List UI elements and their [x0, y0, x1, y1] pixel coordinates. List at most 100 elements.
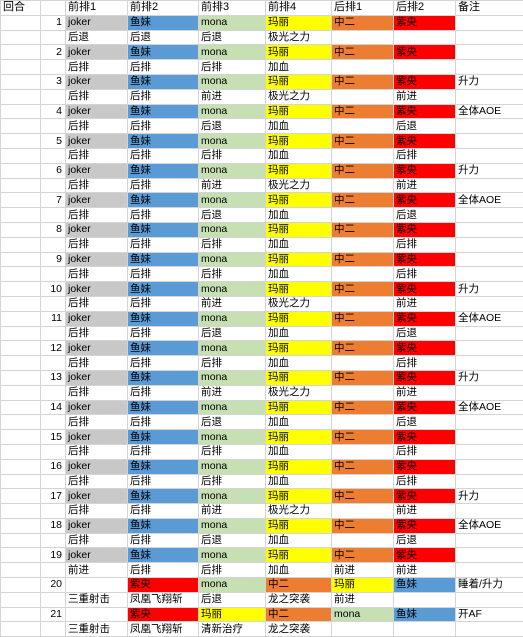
- slot-cell[interactable]: 后排: [128, 563, 199, 578]
- slot-cell[interactable]: 前进: [394, 296, 456, 311]
- row-gutter-cell[interactable]: [1, 282, 41, 297]
- slot-cell[interactable]: 后退: [66, 30, 128, 45]
- header-cell-front3[interactable]: 前排3: [199, 1, 266, 16]
- slot-cell[interactable]: 前进: [332, 563, 394, 578]
- round-number-cell[interactable]: [41, 267, 66, 282]
- row-gutter-cell[interactable]: [1, 370, 41, 385]
- slot-cell[interactable]: 紫央: [394, 548, 456, 563]
- slot-cell[interactable]: joker: [66, 252, 128, 267]
- slot-cell[interactable]: mona: [199, 282, 266, 297]
- slot-cell[interactable]: mona: [199, 15, 266, 30]
- slot-cell[interactable]: 鱼妹: [128, 518, 199, 533]
- note-cell[interactable]: [456, 548, 523, 563]
- round-number-cell[interactable]: 10: [41, 282, 66, 297]
- slot-cell[interactable]: 凤凰飞翔斩: [128, 592, 199, 607]
- note-cell[interactable]: 开AF: [456, 607, 523, 622]
- slot-cell[interactable]: 后退: [199, 533, 266, 548]
- slot-cell[interactable]: 鱼妹: [128, 311, 199, 326]
- slot-cell[interactable]: 玛丽: [266, 370, 332, 385]
- slot-cell[interactable]: [332, 237, 394, 252]
- row-gutter-cell[interactable]: [1, 356, 41, 371]
- slot-cell[interactable]: 中二: [332, 74, 394, 89]
- row-gutter-cell[interactable]: [1, 222, 41, 237]
- slot-cell[interactable]: 中二: [266, 607, 332, 622]
- note-cell[interactable]: [456, 385, 523, 400]
- note-cell[interactable]: [456, 45, 523, 60]
- round-number-cell[interactable]: [41, 533, 66, 548]
- slot-cell[interactable]: 玛丽: [266, 193, 332, 208]
- slot-cell[interactable]: 鱼妹: [128, 489, 199, 504]
- slot-cell[interactable]: [332, 89, 394, 104]
- slot-cell[interactable]: 后排: [199, 60, 266, 75]
- slot-cell[interactable]: [332, 296, 394, 311]
- slot-cell[interactable]: 鱼妹: [128, 222, 199, 237]
- header-cell-round[interactable]: 回合: [1, 1, 41, 16]
- note-cell[interactable]: [456, 563, 523, 578]
- row-gutter-cell[interactable]: [1, 74, 41, 89]
- slot-cell[interactable]: 三重射击: [66, 592, 128, 607]
- slot-cell[interactable]: 鱼妹: [128, 104, 199, 119]
- slot-cell[interactable]: 后退: [394, 326, 456, 341]
- slot-cell[interactable]: joker: [66, 222, 128, 237]
- slot-cell[interactable]: 极光之力: [266, 296, 332, 311]
- slot-cell[interactable]: 后排: [66, 89, 128, 104]
- slot-cell[interactable]: 中二: [332, 459, 394, 474]
- row-gutter-cell[interactable]: [1, 296, 41, 311]
- note-cell[interactable]: [456, 326, 523, 341]
- row-gutter-cell[interactable]: [1, 252, 41, 267]
- round-number-cell[interactable]: [41, 385, 66, 400]
- row-gutter-cell[interactable]: [1, 311, 41, 326]
- note-cell[interactable]: 全体AOE: [456, 311, 523, 326]
- slot-cell[interactable]: [394, 622, 456, 637]
- note-cell[interactable]: 升力: [456, 370, 523, 385]
- slot-cell[interactable]: 后排: [66, 119, 128, 134]
- slot-cell[interactable]: 极光之力: [266, 504, 332, 519]
- slot-cell[interactable]: mona: [199, 104, 266, 119]
- round-number-cell[interactable]: [41, 504, 66, 519]
- slot-cell[interactable]: 中二: [332, 430, 394, 445]
- row-gutter-cell[interactable]: [1, 592, 41, 607]
- slot-cell[interactable]: 极光之力: [266, 178, 332, 193]
- slot-cell[interactable]: joker: [66, 430, 128, 445]
- slot-cell[interactable]: joker: [66, 74, 128, 89]
- slot-cell[interactable]: mona: [199, 578, 266, 593]
- row-gutter-cell[interactable]: [1, 578, 41, 593]
- slot-cell[interactable]: joker: [66, 370, 128, 385]
- note-cell[interactable]: [456, 459, 523, 474]
- slot-cell[interactable]: 紫央: [394, 282, 456, 297]
- slot-cell[interactable]: [66, 607, 128, 622]
- slot-cell[interactable]: 后排: [128, 89, 199, 104]
- slot-cell[interactable]: 前进: [199, 89, 266, 104]
- slot-cell[interactable]: 中二: [332, 134, 394, 149]
- round-number-cell[interactable]: 14: [41, 400, 66, 415]
- slot-cell[interactable]: 玛丽: [266, 163, 332, 178]
- row-gutter-cell[interactable]: [1, 60, 41, 75]
- row-gutter-cell[interactable]: [1, 504, 41, 519]
- slot-cell[interactable]: 后退: [199, 30, 266, 45]
- slot-cell[interactable]: 中二: [332, 222, 394, 237]
- note-cell[interactable]: 升力: [456, 163, 523, 178]
- header-cell-notes[interactable]: 备注: [456, 1, 523, 16]
- slot-cell[interactable]: 极光之力: [266, 89, 332, 104]
- round-number-cell[interactable]: 20: [41, 578, 66, 593]
- slot-cell[interactable]: 玛丽: [266, 252, 332, 267]
- slot-cell[interactable]: [394, 592, 456, 607]
- slot-cell[interactable]: 紫央: [394, 104, 456, 119]
- slot-cell[interactable]: [332, 533, 394, 548]
- row-gutter-cell[interactable]: [1, 267, 41, 282]
- slot-cell[interactable]: joker: [66, 459, 128, 474]
- slot-cell[interactable]: 玛丽: [266, 222, 332, 237]
- note-cell[interactable]: 全体AOE: [456, 193, 523, 208]
- slot-cell[interactable]: [332, 30, 394, 45]
- slot-cell[interactable]: 后排: [128, 474, 199, 489]
- slot-cell[interactable]: 玛丽: [266, 74, 332, 89]
- note-cell[interactable]: [456, 134, 523, 149]
- slot-cell[interactable]: 紫央: [394, 134, 456, 149]
- slot-cell[interactable]: 后排: [66, 237, 128, 252]
- note-cell[interactable]: [456, 622, 523, 637]
- row-gutter-cell[interactable]: [1, 459, 41, 474]
- slot-cell[interactable]: 紫央: [394, 518, 456, 533]
- row-gutter-cell[interactable]: [1, 148, 41, 163]
- row-gutter-cell[interactable]: [1, 533, 41, 548]
- round-number-cell[interactable]: [41, 474, 66, 489]
